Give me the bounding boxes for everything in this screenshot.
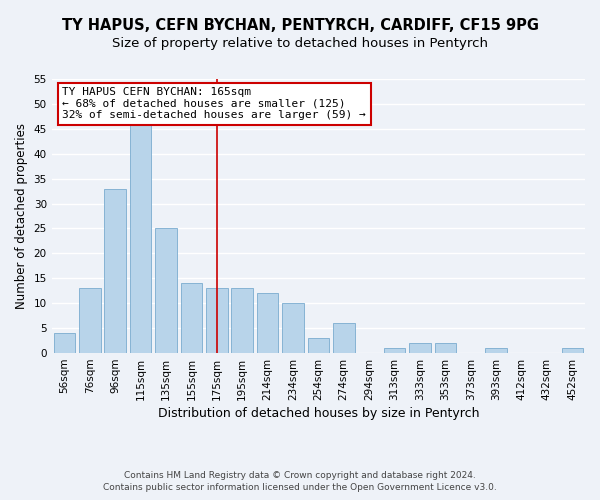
Bar	[282, 303, 304, 353]
X-axis label: Distribution of detached houses by size in Pentyrch: Distribution of detached houses by size …	[158, 407, 479, 420]
Text: Contains public sector information licensed under the Open Government Licence v3: Contains public sector information licen…	[103, 484, 497, 492]
Bar	[79, 288, 101, 353]
Bar	[333, 323, 355, 353]
Bar	[485, 348, 507, 353]
Bar	[434, 343, 456, 353]
Bar	[257, 294, 278, 353]
Text: TY HAPUS, CEFN BYCHAN, PENTYRCH, CARDIFF, CF15 9PG: TY HAPUS, CEFN BYCHAN, PENTYRCH, CARDIFF…	[62, 18, 539, 32]
Bar	[308, 338, 329, 353]
Y-axis label: Number of detached properties: Number of detached properties	[15, 123, 28, 309]
Bar	[104, 188, 126, 353]
Text: Size of property relative to detached houses in Pentyrch: Size of property relative to detached ho…	[112, 38, 488, 51]
Bar	[384, 348, 406, 353]
Bar	[562, 348, 583, 353]
Bar	[232, 288, 253, 353]
Bar	[206, 288, 227, 353]
Text: Contains HM Land Registry data © Crown copyright and database right 2024.: Contains HM Land Registry data © Crown c…	[124, 471, 476, 480]
Bar	[130, 124, 151, 353]
Bar	[53, 333, 75, 353]
Bar	[409, 343, 431, 353]
Bar	[155, 228, 177, 353]
Bar	[181, 284, 202, 353]
Text: TY HAPUS CEFN BYCHAN: 165sqm
← 68% of detached houses are smaller (125)
32% of s: TY HAPUS CEFN BYCHAN: 165sqm ← 68% of de…	[62, 87, 366, 120]
